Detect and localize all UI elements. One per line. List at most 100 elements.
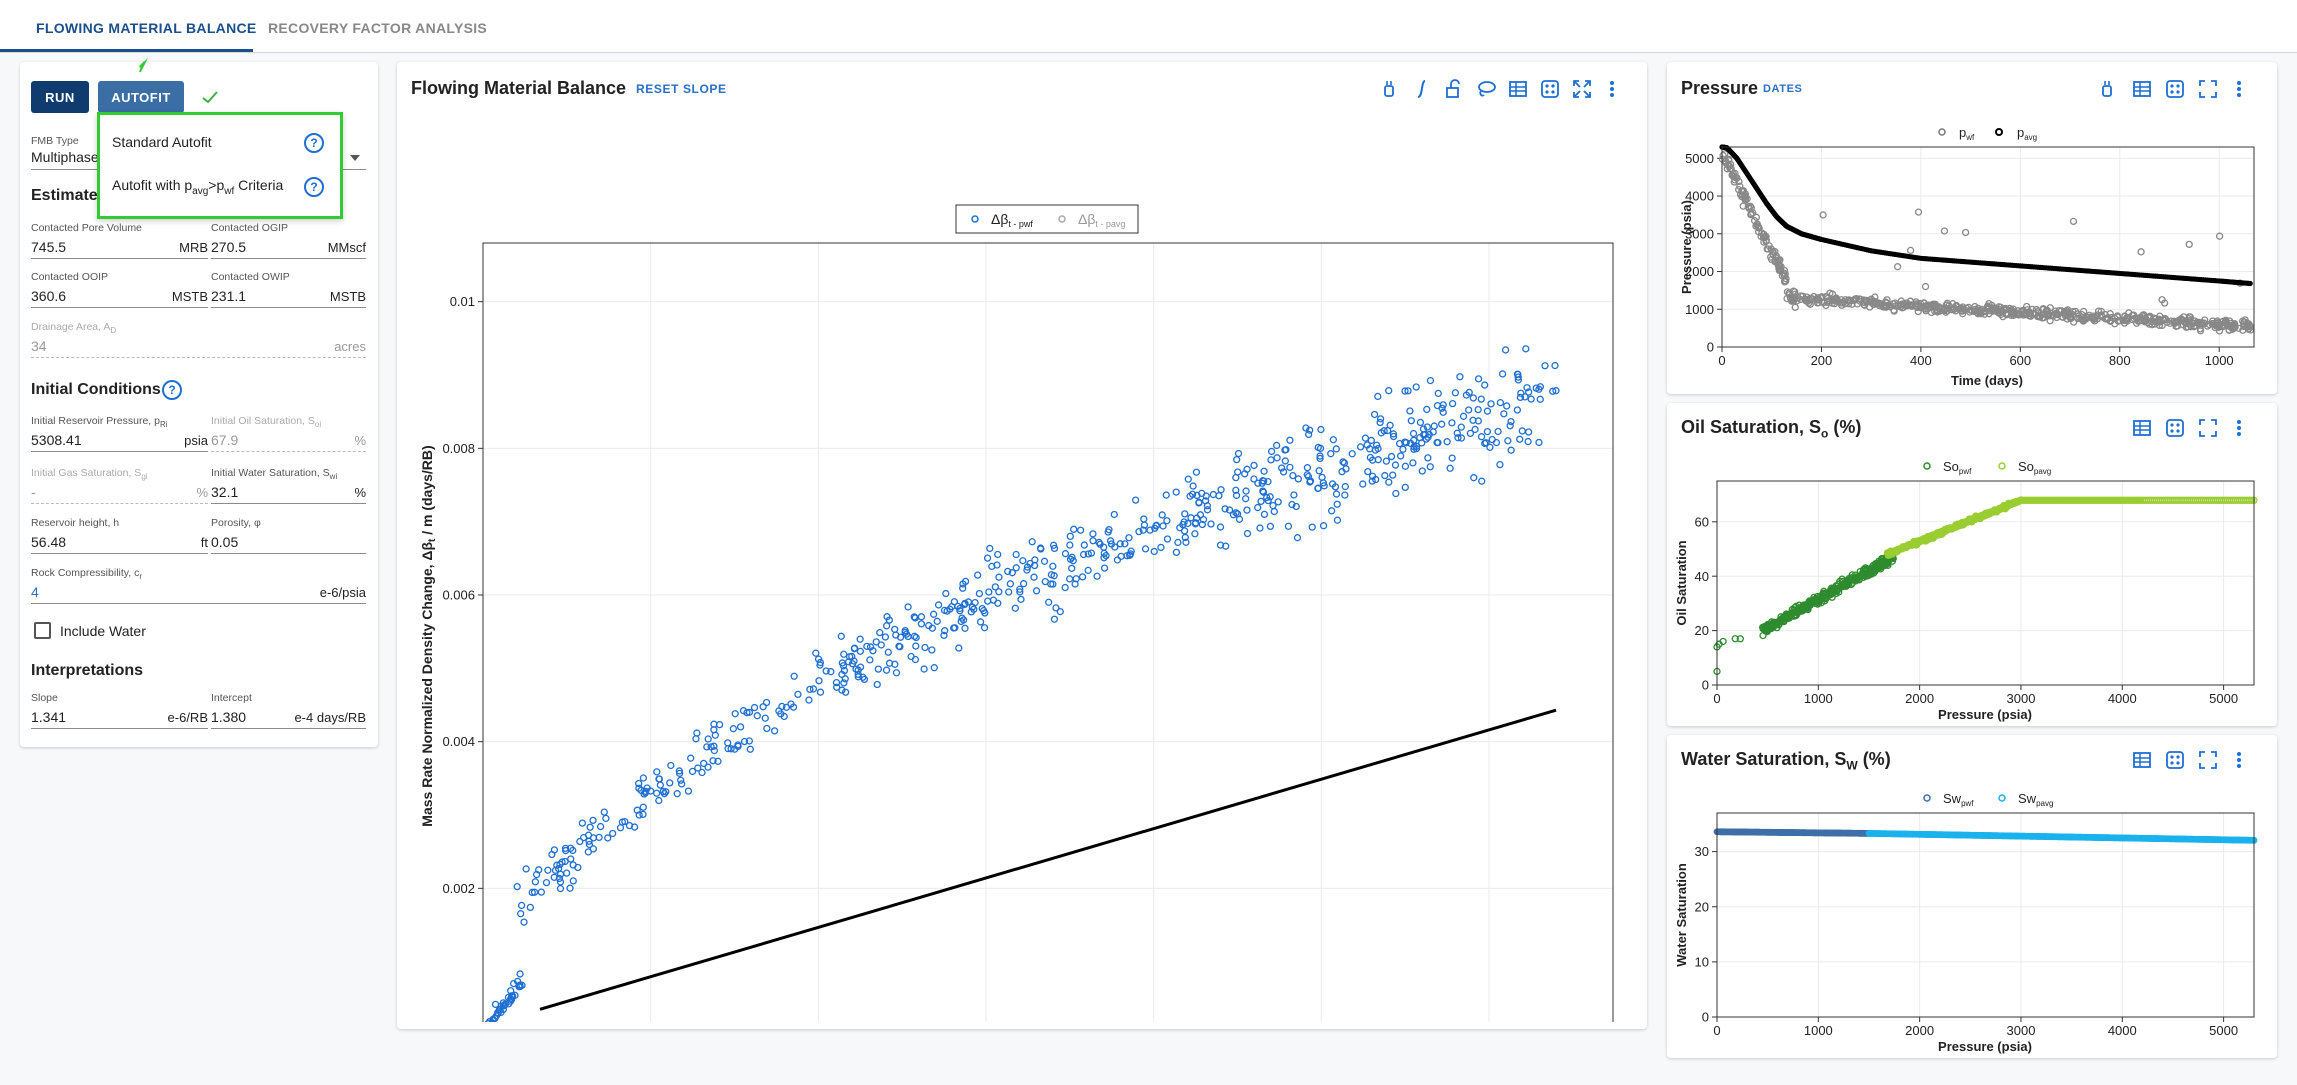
include-water-label[interactable]: Include Water [60, 623, 146, 639]
fmb-point[interactable] [1070, 525, 1078, 533]
fmb-point[interactable] [1270, 507, 1278, 516]
pwf-point[interactable] [2185, 240, 2193, 249]
fmb-point[interactable] [986, 544, 994, 553]
fmb-point[interactable] [652, 789, 661, 797]
fmb-point[interactable] [1494, 427, 1502, 436]
fmb-point[interactable] [1500, 410, 1508, 418]
fmb-point[interactable] [578, 819, 587, 827]
fmb-point[interactable] [892, 669, 901, 677]
pwf-point[interactable] [1739, 202, 1747, 210]
fmb-point[interactable] [1406, 407, 1414, 415]
fmb-point[interactable] [1368, 472, 1377, 480]
fmb-point[interactable] [1492, 438, 1501, 447]
fmb-point[interactable] [586, 823, 594, 831]
pwf-point[interactable] [2241, 316, 2249, 324]
pwf-point[interactable] [1932, 307, 1941, 315]
fmb-point[interactable] [1080, 541, 1088, 549]
fmb-point[interactable] [1193, 514, 1201, 522]
fmb-point[interactable] [1207, 520, 1215, 528]
pwf-point[interactable] [2125, 309, 2133, 317]
fmb-point[interactable] [526, 903, 534, 912]
so-pwf-point[interactable] [1878, 555, 1886, 563]
pwf-point[interactable] [1927, 301, 1936, 309]
fmb-point[interactable] [653, 768, 661, 776]
fmb-point[interactable] [1303, 464, 1312, 472]
fmb-point[interactable] [517, 901, 526, 910]
fmb-point[interactable] [1483, 427, 1492, 436]
pwf-point[interactable] [2124, 314, 2132, 322]
fmb-point[interactable] [812, 649, 820, 657]
fmb-point[interactable] [639, 803, 647, 811]
fmb-point[interactable] [985, 588, 993, 596]
pwf-point[interactable] [1907, 301, 1915, 310]
fmb-point[interactable] [1076, 526, 1085, 534]
init-water-sat-value[interactable]: 32.1 [211, 484, 239, 500]
fmb-point[interactable] [1328, 480, 1337, 488]
fmb-point[interactable] [688, 767, 697, 776]
fmb-point[interactable] [1551, 361, 1559, 370]
pwf-point[interactable] [2002, 309, 2010, 318]
fmb-point[interactable] [1361, 434, 1370, 442]
pwf-point[interactable] [1823, 297, 1832, 305]
fmb-point[interactable] [1180, 518, 1188, 526]
fmb-point[interactable] [1359, 480, 1367, 488]
so-pwf-point[interactable] [1779, 613, 1788, 621]
fmb-point[interactable] [602, 814, 610, 823]
fmb-point[interactable] [1016, 585, 1024, 593]
fmb-point[interactable] [675, 769, 684, 777]
fmb-point[interactable] [955, 644, 963, 652]
fmb-point[interactable] [1008, 569, 1016, 577]
so-pavg-point[interactable] [1990, 507, 1999, 516]
fmb-point[interactable] [983, 554, 992, 562]
lasso-icon[interactable] [1475, 78, 1497, 100]
fmb-point[interactable] [863, 642, 871, 650]
fmb-point[interactable] [731, 710, 739, 718]
fmb-point[interactable] [499, 1005, 508, 1014]
pwf-point[interactable] [2230, 320, 2239, 328]
pwf-point[interactable] [1823, 293, 1831, 301]
fmb-point[interactable] [1374, 392, 1382, 401]
fmb-point[interactable] [1274, 498, 1282, 506]
fmb-point[interactable] [930, 664, 938, 672]
fmb-point[interactable] [1292, 502, 1300, 511]
fmb-point[interactable] [1056, 607, 1064, 616]
fmb-point[interactable] [522, 865, 530, 873]
standard-autofit-item[interactable]: Standard Autofit [112, 134, 212, 150]
fmb-point[interactable] [1181, 533, 1189, 542]
fmb-point[interactable] [885, 616, 893, 624]
fmb-point[interactable] [940, 631, 948, 640]
fmb-point[interactable] [1518, 427, 1526, 435]
fmb-point[interactable] [1216, 541, 1225, 549]
fmb-point[interactable] [729, 725, 738, 733]
fmb-point[interactable] [1172, 488, 1180, 496]
fmb-point[interactable] [1126, 551, 1134, 560]
pwf-point[interactable] [1741, 196, 1750, 204]
fmb-point[interactable] [692, 735, 700, 743]
pwf-point[interactable] [1788, 296, 1797, 304]
fmb-point[interactable] [1446, 464, 1454, 472]
intercept-value[interactable]: 1.380 [211, 709, 247, 725]
fmb-point[interactable] [714, 757, 722, 765]
fmb-point[interactable] [1501, 346, 1510, 354]
fmb-point[interactable] [1221, 505, 1229, 513]
fmb-point[interactable] [530, 888, 539, 896]
fmb-point[interactable] [877, 641, 885, 649]
fmb-point[interactable] [635, 779, 643, 788]
pwf-point[interactable] [1719, 151, 1727, 160]
pwf-point[interactable] [1903, 302, 1912, 310]
fmb-point[interactable] [1225, 506, 1234, 514]
fmb-point[interactable] [1391, 461, 1400, 469]
pwf-point[interactable] [2200, 320, 2209, 328]
fmb-point[interactable] [761, 714, 769, 722]
fmb-point[interactable] [517, 910, 525, 918]
so-pavg-point[interactable] [1899, 544, 1907, 552]
fmb-point[interactable] [1184, 519, 1192, 528]
fmb-point[interactable] [745, 708, 754, 717]
res-height-value[interactable]: 56.48 [31, 534, 67, 550]
fmb-point[interactable] [1302, 424, 1310, 432]
pwf-point[interactable] [1891, 299, 1899, 307]
fmb-point[interactable] [837, 632, 845, 640]
so-pavg-point[interactable] [1909, 540, 1917, 548]
fmb-point[interactable] [902, 630, 911, 638]
fmb-point[interactable] [1364, 467, 1372, 476]
